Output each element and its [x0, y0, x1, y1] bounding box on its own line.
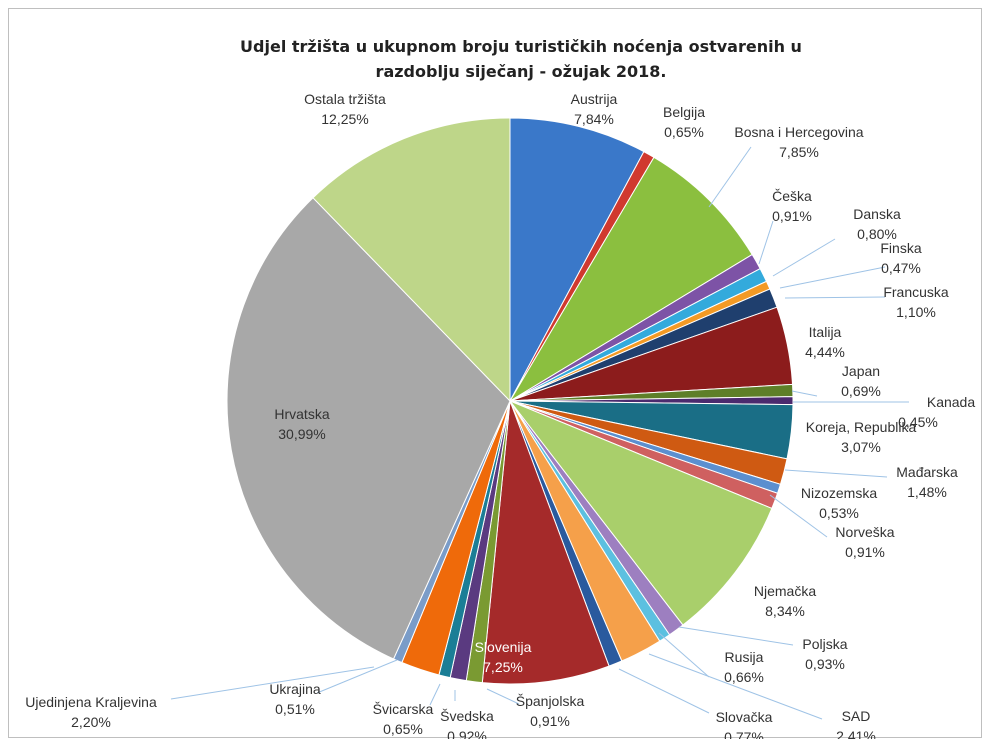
pie-slice-austrija	[509, 117, 645, 402]
slice-name-label: Nizozemska	[801, 485, 877, 501]
slice-value-label: 0,77%	[724, 729, 764, 739]
chart-title-line1: Udjel tržišta u ukupnom broju turistički…	[240, 37, 802, 56]
slice-name-label: Ostala tržišta	[304, 91, 386, 107]
slice-value-label: 0,69%	[841, 383, 881, 399]
pie-slice-slovenija	[481, 400, 610, 685]
leader-line-francuska	[784, 296, 886, 299]
slice-name-label: Slovačka	[716, 709, 773, 725]
slice-labels: Austrija 7,84% Belgija 0,65% Bosna i Hercego…	[25, 91, 975, 739]
slice-name-label: Slovenija	[475, 639, 532, 655]
slice-name-label: Japan	[842, 363, 880, 379]
slice-name-label: Koreja, Republika	[806, 419, 917, 435]
leader-line-slovacka	[618, 668, 710, 714]
slice-value-label: 0,47%	[881, 260, 921, 276]
leader-line-ujedinjena-kraljevina	[170, 666, 375, 700]
chart-title-line2: razdoblju siječanj - ožujak 2018.	[376, 62, 667, 81]
pie-slice-njemacka	[508, 399, 773, 626]
slice-value-label: 0,92%	[447, 728, 487, 739]
leader-lines	[170, 146, 909, 720]
slice-value-label: 3,07%	[841, 439, 881, 455]
slice-name-label: Švicarska	[373, 701, 434, 717]
slice-name-label: Ujedinjena Kraljevina	[25, 694, 157, 710]
leader-line-japan	[791, 390, 818, 397]
slice-value-label: 0,51%	[275, 701, 315, 717]
slice-value-label: 0,93%	[805, 656, 845, 672]
slice-value-label: 0,65%	[383, 721, 423, 737]
slice-name-label: Ukrajina	[269, 681, 321, 697]
slice-name-label: Mađarska	[896, 464, 958, 480]
slice-value-label: 2,20%	[71, 714, 111, 730]
slice-name-label: Belgija	[663, 104, 705, 120]
slice-name-label: SAD	[842, 708, 871, 724]
slice-value-label: 0,91%	[845, 544, 885, 560]
slice-name-label: Češka	[772, 188, 812, 204]
slice-name-label: Hrvatska	[274, 406, 329, 422]
slice-value-label: 0,66%	[724, 669, 764, 685]
slice-name-label: Rusija	[725, 649, 764, 665]
leader-line-madarska	[784, 469, 888, 478]
slice-value-label: 7,85%	[779, 144, 819, 160]
slice-name-label: Španjolska	[516, 693, 585, 709]
slice-value-label: 12,25%	[321, 111, 368, 127]
pie-slices	[226, 117, 794, 685]
slice-value-label: 7,25%	[483, 659, 523, 675]
slice-name-label: Finska	[880, 240, 921, 256]
slice-value-label: 4,44%	[805, 344, 845, 360]
leader-line-ukrajina	[316, 659, 398, 694]
pie-chart: Udjel tržišta u ukupnom broju turistički…	[25, 37, 975, 739]
slice-value-label: 1,10%	[896, 304, 936, 320]
slice-name-label: Bosna i Hercegovina	[734, 124, 863, 140]
slice-name-label: Norveška	[835, 524, 894, 540]
slice-name-label: Austrija	[571, 91, 618, 107]
slice-value-label: 0,65%	[664, 124, 704, 140]
leader-line-svicarska	[429, 683, 441, 706]
leader-line-bosna-i-hercegovina	[708, 146, 752, 208]
pie-slice-bosna-i-hercegovina	[509, 156, 753, 402]
pie-slice-hrvatska	[226, 197, 511, 660]
leader-line-rusija	[658, 632, 710, 678]
leader-line-ceska	[758, 220, 774, 265]
slice-value-label: 7,84%	[574, 111, 614, 127]
slice-value-label: 2,41%	[836, 728, 876, 739]
slice-value-label: 0,53%	[819, 505, 859, 521]
slice-name-label: Danska	[853, 206, 901, 222]
slice-value-label: 30,99%	[278, 426, 325, 442]
leader-line-sad	[648, 653, 823, 720]
slice-name-label: Njemačka	[754, 583, 816, 599]
slice-name-label: Švedska	[440, 708, 494, 724]
slice-name-label: Poljska	[802, 636, 847, 652]
slice-value-label: 0,80%	[857, 226, 897, 242]
leader-line-danska	[772, 238, 836, 277]
leader-line-norveska	[769, 494, 828, 538]
slice-value-label: 1,48%	[907, 484, 947, 500]
slice-name-label: Francuska	[883, 284, 949, 300]
leader-line-spanjolska	[486, 688, 520, 705]
pie-slice-ostala-trzista	[312, 117, 511, 403]
slice-name-label: Italija	[809, 324, 842, 340]
slice-value-label: 8,34%	[765, 603, 805, 619]
slice-value-label: 0,91%	[530, 713, 570, 729]
leader-line-poljska	[678, 626, 794, 646]
chart-frame: Udjel tržišta u ukupnom broju turistički…	[8, 8, 982, 739]
slice-value-label: 0,91%	[772, 208, 812, 224]
slice-name-label: Kanada	[927, 394, 975, 410]
leader-line-finska	[779, 266, 886, 289]
slice-value-label: 0,45%	[898, 414, 938, 430]
